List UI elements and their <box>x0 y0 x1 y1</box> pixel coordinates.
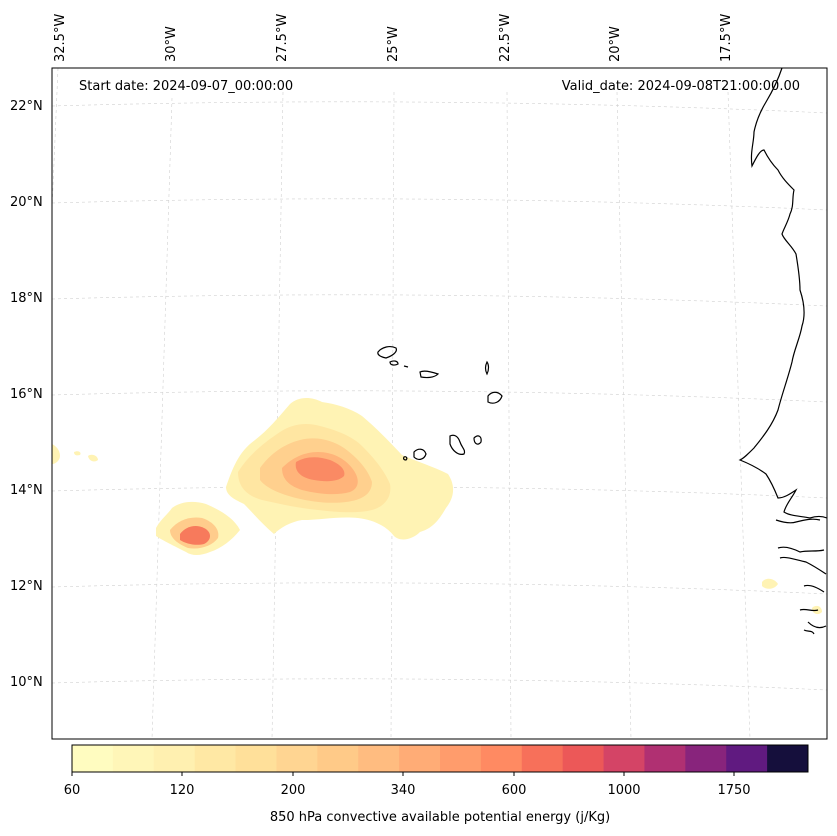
island-sal <box>484 360 490 376</box>
start-date-label: Start date: 2024-09-07_00:00:00 <box>79 79 294 94</box>
coastline-africa <box>738 67 828 635</box>
parallel-18N <box>51 294 828 307</box>
colorbar-swatch <box>440 745 482 772</box>
island-brava <box>403 456 408 461</box>
colorbar-swatch <box>767 745 809 772</box>
island-boa-vista <box>487 391 503 404</box>
parallel-10N <box>51 678 828 691</box>
colorbar-swatch <box>112 745 155 772</box>
cape-area-main-600 <box>295 457 345 482</box>
cape-area-coast-east1 <box>762 578 778 589</box>
lon-label-32.5W: 32.5°W <box>53 13 68 62</box>
islands <box>377 346 503 461</box>
graticule <box>51 67 828 740</box>
island-santo-antao <box>377 346 397 359</box>
colorbar-swatch <box>72 745 114 772</box>
cape-area-west-600 <box>180 526 210 545</box>
colorbar-tick-label: 1750 <box>717 783 751 798</box>
colorbar-swatch <box>276 745 318 772</box>
island-maio <box>473 435 482 445</box>
lon-label-22.5W: 22.5°W <box>498 13 513 62</box>
island-santa-luzia <box>403 365 409 368</box>
lon-label-25W: 25°W <box>386 26 401 62</box>
colorbar-tick-label: 120 <box>169 783 195 798</box>
colorbar-swatch <box>644 745 686 772</box>
coastline-gambia <box>775 518 821 524</box>
lon-label-20W: 20°W <box>608 26 623 62</box>
colorbar-tick-label: 340 <box>390 783 416 798</box>
island-santiago <box>449 434 466 455</box>
colorbar-tick-label: 200 <box>280 783 306 798</box>
colorbar-tick-label: 1000 <box>607 783 641 798</box>
map-background <box>52 68 827 739</box>
lat-label-16N: 16°N <box>10 387 43 402</box>
lon-label-27.5W: 27.5°W <box>275 13 290 62</box>
meridian-30W <box>151 97 173 740</box>
colorbar-title: 850 hPa convective available potential e… <box>269 810 611 825</box>
colorbar-tick-label: 60 <box>63 783 81 798</box>
island-sao-vicente <box>389 360 399 366</box>
cape-area-edge-small1 <box>74 451 81 456</box>
coastline-guinea-bissau <box>777 546 827 612</box>
lat-label-20N: 20°N <box>10 195 43 210</box>
colorbar-swatch <box>194 745 237 772</box>
colorbar-swatch <box>726 745 768 772</box>
parallel-20N <box>51 198 828 211</box>
colorbar-swatch <box>480 745 523 772</box>
map-panel <box>51 67 828 740</box>
parallel-16N <box>51 390 828 403</box>
colorbar-border <box>71 744 809 773</box>
lon-label-30W: 30°W <box>164 26 179 62</box>
valid-date-label: Valid_date: 2024-09-08T21:00:00.00 <box>561 79 800 94</box>
cape-area-edge-west <box>52 444 60 464</box>
parallel-22N <box>51 101 828 114</box>
lat-label-10N: 10°N <box>10 675 43 690</box>
lat-label-22N: 22°N <box>10 99 43 114</box>
lat-label-12N: 12°N <box>10 579 43 594</box>
lat-label-14N: 14°N <box>10 483 43 498</box>
colorbar-swatch <box>317 745 359 772</box>
lat-label-18N: 18°N <box>10 291 43 306</box>
island-sao-nicolau <box>419 370 440 379</box>
map-frame <box>51 67 828 740</box>
colorbar-swatch <box>562 745 605 772</box>
colorbar-swatch <box>685 745 727 772</box>
colorbar-swatch <box>153 745 196 772</box>
colorbar-swatch <box>603 745 645 772</box>
cape-area-edge-small2 <box>88 454 98 462</box>
colorbar-swatch <box>399 745 441 772</box>
coastline-guinea <box>803 621 827 635</box>
cape-field <box>52 398 822 615</box>
parallel-14N <box>51 486 828 499</box>
colorbar <box>71 744 809 776</box>
colorbar-tick-label: 600 <box>501 783 527 798</box>
colorbar-swatch <box>521 745 564 772</box>
colorbar-swatch <box>235 745 277 772</box>
island-fogo <box>413 448 427 460</box>
parallel-12N <box>51 582 828 595</box>
coastline-mauritania-senegal <box>738 67 828 519</box>
colorbar-swatch <box>358 745 400 772</box>
lon-label-17.5W: 17.5°W <box>719 13 734 62</box>
